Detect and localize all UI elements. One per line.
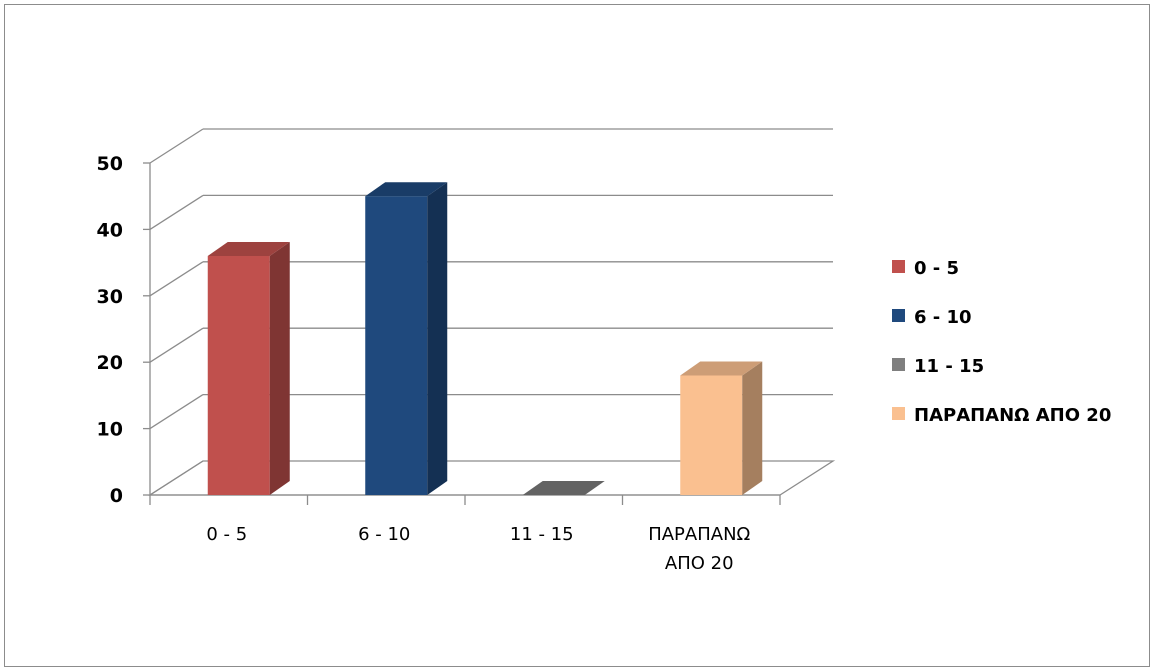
y-tick-label: 40 [97, 219, 123, 241]
x-tick-label: ΑΠΟ 20 [665, 553, 734, 574]
side-wall-line [149, 194, 204, 230]
bar-top [207, 241, 290, 256]
legend-label: 6 - 10 [914, 307, 972, 328]
bar-top [522, 481, 605, 495]
legend-label: ΠΑΡΑΠΑΝΩ ΑΠΟ 20 [914, 405, 1111, 426]
bar-side [269, 241, 290, 495]
bar-front [207, 255, 270, 495]
y-tick-label: 30 [97, 286, 123, 308]
x-tick-label: 0 - 5 [206, 524, 247, 545]
y-tick-label: 20 [97, 352, 123, 374]
legend-label: 0 - 5 [914, 258, 959, 279]
bar-3 [522, 481, 605, 495]
bar-front [680, 375, 743, 495]
chart-frame [4, 4, 1150, 667]
bar-front [365, 196, 428, 495]
y-tick-label: 10 [97, 419, 123, 441]
legend-label: 11 - 15 [914, 356, 984, 377]
legend-swatch [892, 407, 905, 420]
x-tick-label: 6 - 10 [358, 524, 410, 545]
bar-side [427, 182, 448, 495]
side-wall-line [149, 394, 204, 430]
legend-swatch [892, 358, 905, 371]
bar-side [742, 361, 763, 495]
bar-1 [207, 241, 290, 495]
bar-top [680, 361, 763, 376]
side-wall-line [149, 327, 204, 363]
legend-swatch [892, 260, 905, 273]
bar-2 [365, 182, 448, 495]
y-tick-label: 50 [97, 153, 123, 175]
side-wall-line [149, 128, 204, 164]
y-tick-label: 0 [110, 485, 123, 507]
x-tick-label: ΠΑΡΑΠΑΝΩ [648, 524, 750, 545]
bar-4 [680, 361, 763, 495]
legend-swatch [892, 309, 905, 322]
x-tick-label: 11 - 15 [510, 524, 574, 545]
side-wall-line [149, 261, 204, 297]
bar-top [365, 182, 448, 197]
